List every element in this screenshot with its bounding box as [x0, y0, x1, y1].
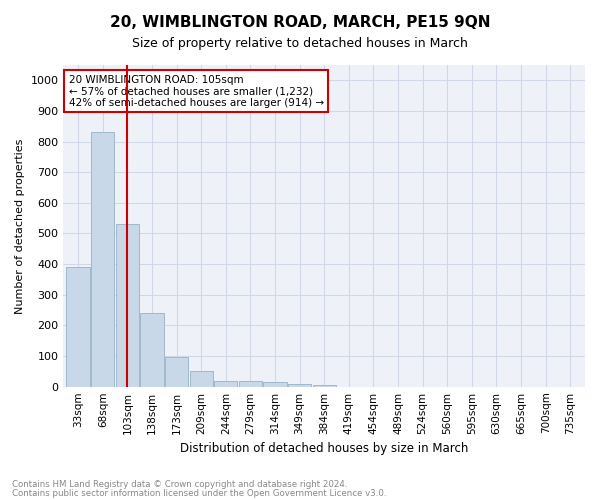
Bar [190, 372, 213, 386]
X-axis label: Distribution of detached houses by size in March: Distribution of detached houses by size … [180, 442, 469, 455]
Text: 20 WIMBLINGTON ROAD: 105sqm
← 57% of detached houses are smaller (1,232)
42% of : 20 WIMBLINGTON ROAD: 105sqm ← 57% of det… [68, 74, 324, 108]
Bar [263, 382, 287, 386]
Y-axis label: Number of detached properties: Number of detached properties [15, 138, 25, 314]
Bar [214, 380, 238, 386]
Bar [91, 132, 115, 386]
Bar [67, 267, 90, 386]
Bar [288, 384, 311, 386]
Bar [239, 380, 262, 386]
Bar [313, 385, 336, 386]
Text: Contains HM Land Registry data © Crown copyright and database right 2024.: Contains HM Land Registry data © Crown c… [12, 480, 347, 489]
Text: Size of property relative to detached houses in March: Size of property relative to detached ho… [132, 38, 468, 51]
Bar [165, 358, 188, 386]
Bar [140, 313, 164, 386]
Bar [116, 224, 139, 386]
Text: Contains public sector information licensed under the Open Government Licence v3: Contains public sector information licen… [12, 488, 386, 498]
Text: 20, WIMBLINGTON ROAD, MARCH, PE15 9QN: 20, WIMBLINGTON ROAD, MARCH, PE15 9QN [110, 15, 490, 30]
